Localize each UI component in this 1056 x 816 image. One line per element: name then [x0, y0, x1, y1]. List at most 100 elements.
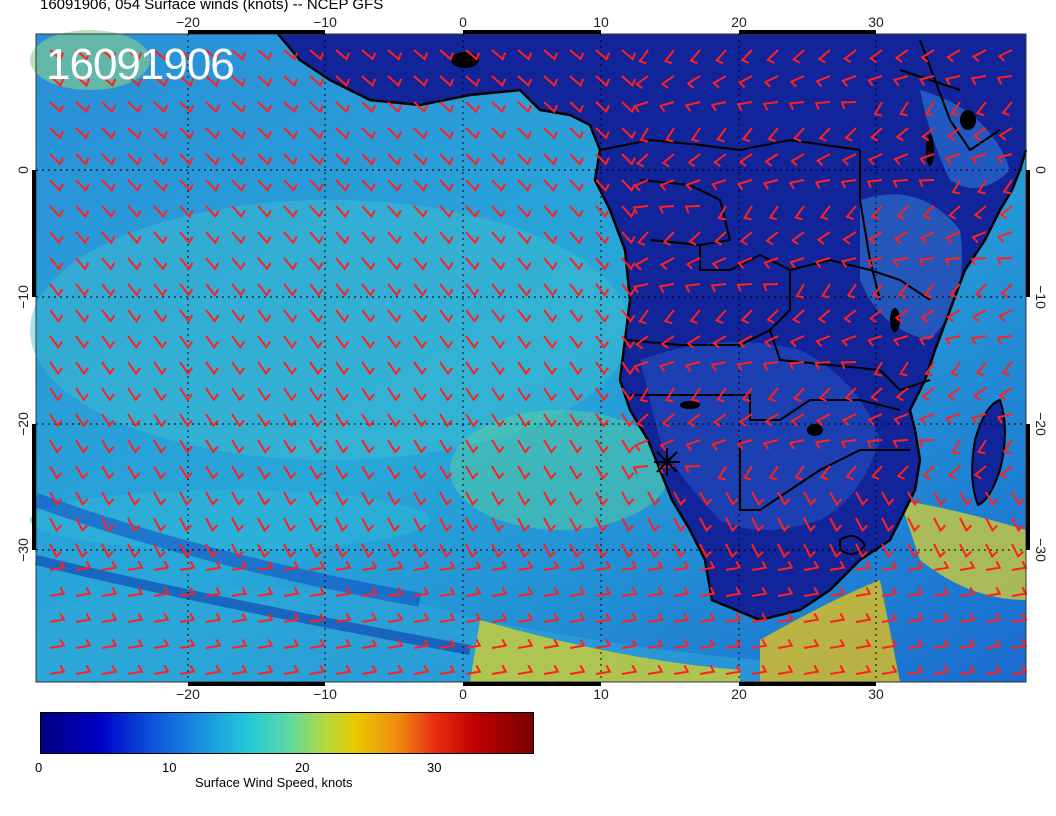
- wind-barb: [894, 49, 909, 63]
- wind-barb: [309, 543, 322, 559]
- wind-barb: [621, 283, 636, 297]
- wind-barb: [690, 387, 701, 403]
- wind-barb: [543, 49, 559, 61]
- wind-barb: [231, 413, 245, 428]
- wind-barb: [439, 75, 455, 88]
- wind-barb: [997, 231, 1013, 243]
- wind-barb: [569, 283, 584, 297]
- wind-barb: [946, 49, 961, 63]
- wind-barb: [899, 101, 909, 117]
- wind-barb: [959, 491, 973, 507]
- wind-barb: [569, 335, 584, 350]
- wind-barb: [996, 335, 1013, 345]
- wind-barb: [439, 309, 454, 323]
- wind-barb: [413, 231, 428, 245]
- wind-barb: [777, 491, 791, 507]
- wind-barb: [127, 664, 144, 675]
- wind-barb: [283, 179, 298, 192]
- wind-barb: [101, 127, 116, 140]
- wind-barb: [659, 257, 675, 271]
- wind-barb: [257, 586, 274, 597]
- wind-barb: [895, 387, 909, 402]
- wind-barb: [387, 543, 400, 559]
- wind-barb: [257, 543, 270, 559]
- wind-barb: [75, 205, 90, 219]
- wind-barb: [815, 75, 831, 88]
- wind-barb: [841, 153, 857, 166]
- wind-barb: [413, 439, 427, 454]
- wind-barb: [127, 231, 142, 245]
- wind-barb: [985, 586, 1002, 597]
- wind-barb: [595, 491, 609, 507]
- wind-barb: [127, 491, 141, 507]
- wind-barb: [736, 439, 753, 451]
- wind-barb: [737, 335, 753, 349]
- wind-barb: [762, 179, 779, 190]
- wind-barb: [231, 517, 245, 533]
- wind-barb: [736, 283, 753, 292]
- wind-barb: [205, 231, 220, 245]
- wind-barb: [491, 75, 507, 88]
- wind-barb: [335, 231, 350, 245]
- wind-barb: [725, 560, 742, 571]
- wind-barb: [257, 517, 271, 533]
- wind-barb: [309, 101, 325, 114]
- wind-barb: [49, 257, 64, 271]
- wind-barb: [621, 335, 636, 350]
- wind-barb: [737, 257, 753, 270]
- wind-barb: [517, 586, 534, 597]
- wind-barb: [231, 638, 248, 649]
- wind-barb: [660, 335, 675, 349]
- wind-barb: [945, 153, 961, 165]
- wind-barb: [621, 664, 638, 675]
- wind-barb: [205, 309, 220, 323]
- wind-barb: [75, 361, 89, 376]
- lat-label: 0: [15, 166, 31, 174]
- wind-barb: [127, 465, 141, 480]
- wind-barb: [907, 612, 924, 623]
- wind-barb: [257, 413, 271, 428]
- wind-barb: [684, 101, 701, 112]
- wind-barb: [231, 439, 245, 454]
- wind-barb: [815, 153, 831, 167]
- wind-barb: [843, 309, 857, 324]
- wind-barb: [818, 387, 831, 402]
- wind-barb: [907, 491, 921, 507]
- wind-barb: [907, 517, 921, 533]
- wind-barb: [873, 361, 883, 377]
- wind-barb: [829, 638, 846, 649]
- wind-barb: [1001, 361, 1013, 377]
- wind-barb: [621, 413, 635, 428]
- wind-barb: [621, 361, 635, 376]
- wind-barb: [725, 612, 742, 623]
- wind-barb: [465, 335, 480, 350]
- wind-barb: [933, 543, 946, 559]
- wind-barb: [309, 491, 323, 507]
- wind-barb: [634, 75, 649, 90]
- wind-barb: [49, 49, 65, 61]
- wind-barb: [842, 231, 857, 245]
- wind-barb: [741, 387, 753, 403]
- wind-barb: [841, 413, 857, 426]
- wind-barb: [569, 49, 585, 61]
- wind-barb: [335, 491, 349, 507]
- wind-barb: [283, 439, 297, 454]
- wind-barb: [75, 127, 90, 140]
- wind-barb: [647, 491, 661, 507]
- wind-barb: [127, 586, 144, 597]
- colorbar-tick: 30: [427, 760, 442, 775]
- wind-barb: [789, 335, 805, 348]
- wind-barb: [673, 560, 690, 571]
- wind-barb: [309, 517, 323, 533]
- wind-barb: [413, 491, 427, 507]
- wind-barb: [647, 664, 664, 675]
- wind-barb: [673, 638, 690, 649]
- wind-barb: [634, 257, 649, 271]
- wind-barb: [658, 101, 675, 113]
- wind-barb: [413, 179, 428, 192]
- colorbar-tick: 0: [35, 760, 43, 775]
- wind-barb: [335, 335, 350, 350]
- wind-barb: [179, 612, 196, 623]
- wind-barb: [257, 179, 272, 192]
- wind-barb: [543, 179, 558, 192]
